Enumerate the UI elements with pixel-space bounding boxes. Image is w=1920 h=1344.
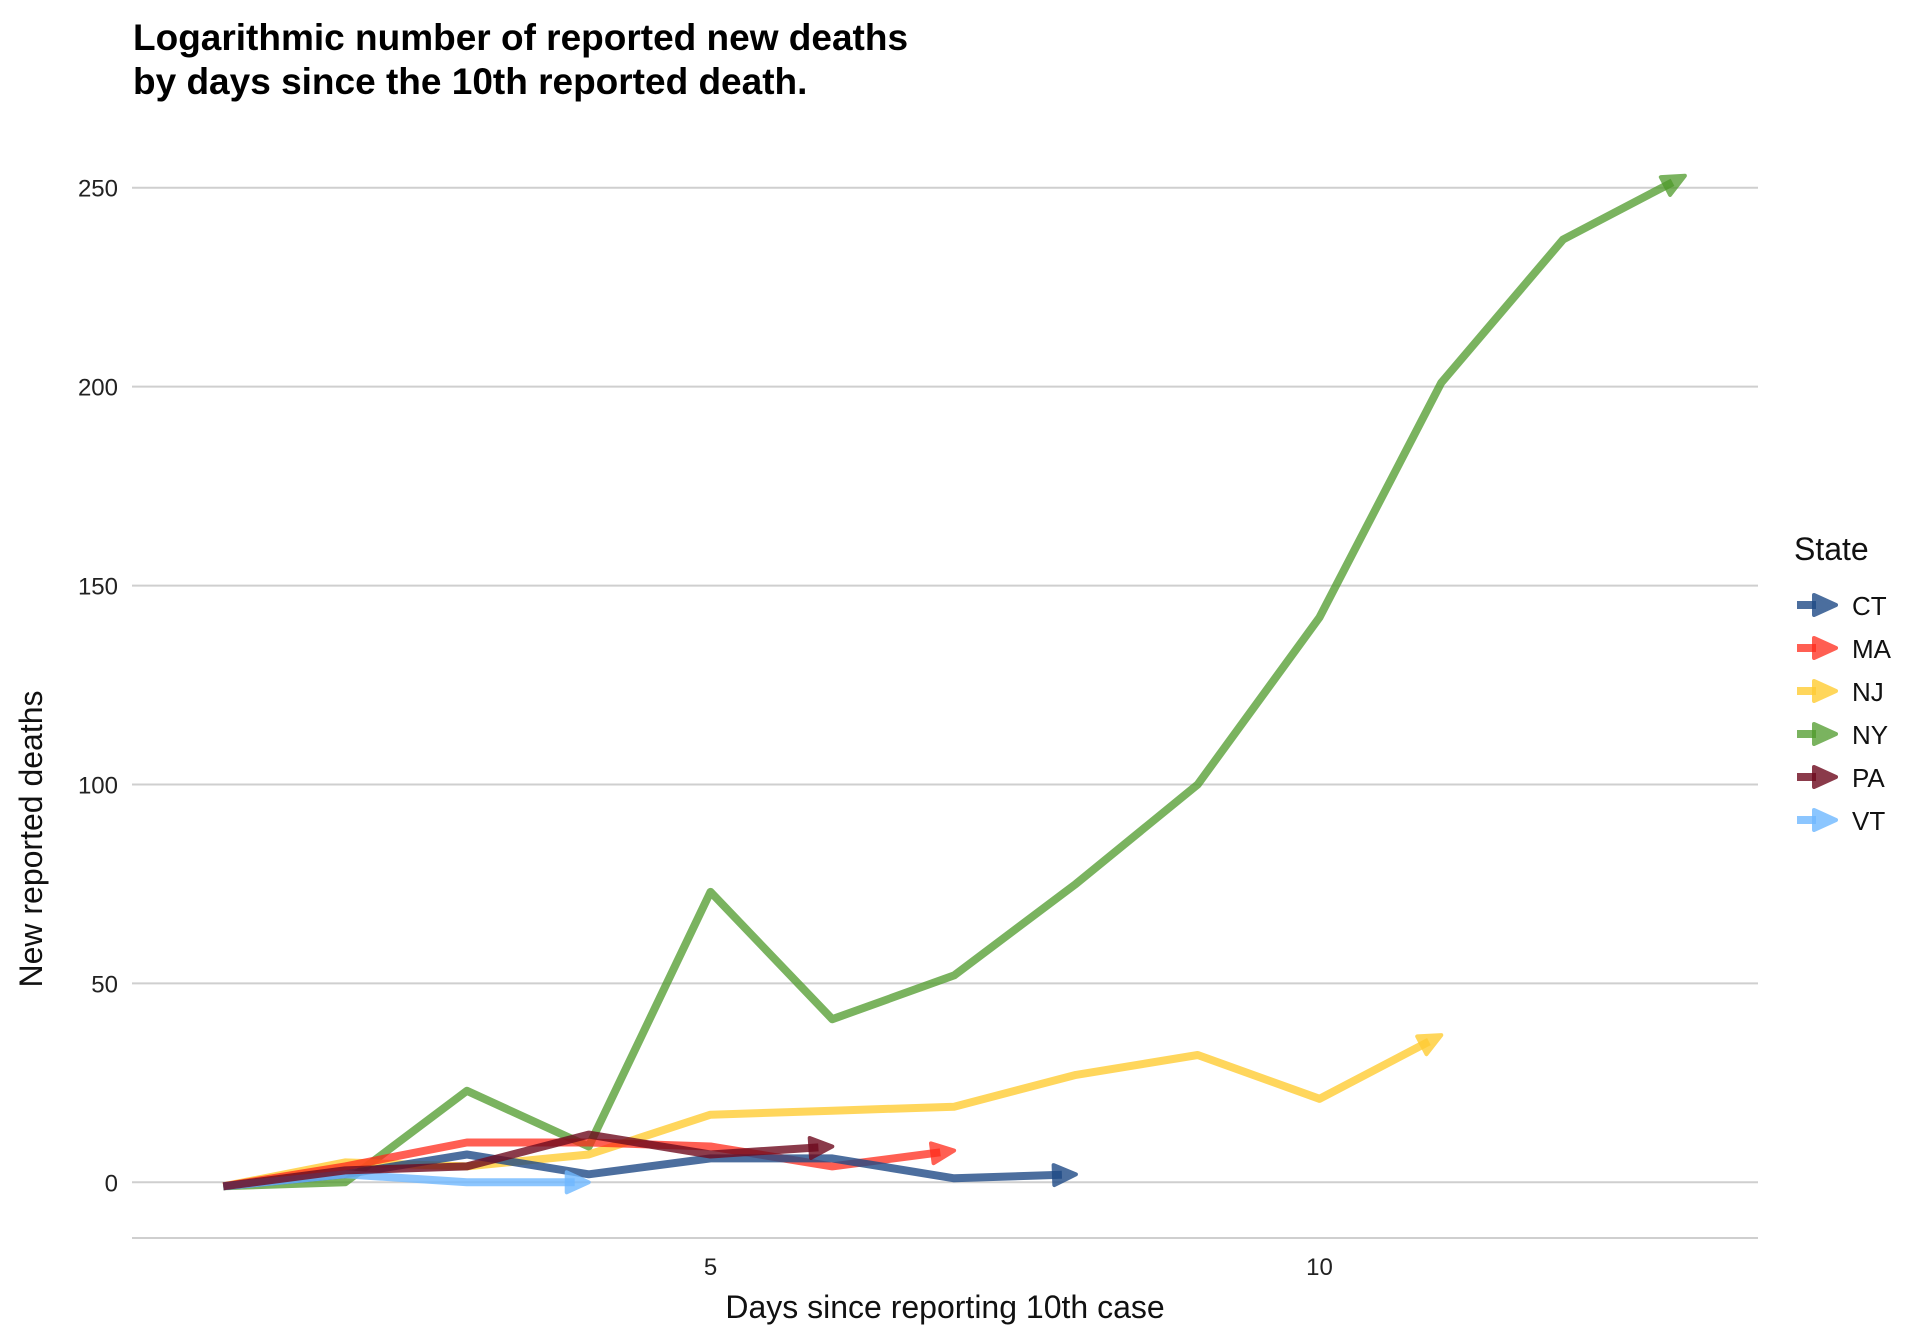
arrowhead-ct (1051, 1163, 1078, 1188)
y-tick-label-150: 150 (78, 574, 118, 601)
arrowhead-nj (1415, 1033, 1444, 1057)
x-tick-label-10: 10 (1306, 1254, 1333, 1281)
y-tick-label-250: 250 (78, 176, 118, 203)
legend-key-arrow-ny (1812, 722, 1838, 746)
series-ny (223, 173, 1687, 1191)
legend-label-ct: CT (1852, 591, 1887, 621)
legend-label-nj: NJ (1852, 677, 1884, 707)
y-tick-label-50: 50 (91, 971, 118, 998)
legend-item-ct: CT (1797, 591, 1887, 621)
legend-item-pa: PA (1797, 763, 1885, 793)
legend-key-arrow-ct (1812, 593, 1838, 617)
line-pa (222, 1130, 819, 1191)
legend-item-ma: MA (1797, 634, 1892, 664)
legend: State CT MA NJ NY PA VT (1794, 531, 1892, 836)
chart-title-line-1: Logarithmic number of reported new death… (133, 17, 908, 58)
y-tick-label-200: 200 (78, 375, 118, 402)
y-tick-labels: 0 50 100 150 200 250 (78, 176, 118, 1198)
line-ny (223, 178, 1675, 1191)
arrowhead-vt (564, 1170, 591, 1195)
x-axis-title: Days since reporting 10th case (725, 1289, 1164, 1325)
legend-item-nj: NJ (1797, 677, 1884, 707)
chart-title: Logarithmic number of reported new death… (133, 17, 908, 102)
arrowhead-ny (1658, 173, 1687, 197)
legend-label-ny: NY (1852, 720, 1888, 750)
y-tick-label-100: 100 (78, 772, 118, 799)
legend-label-pa: PA (1852, 763, 1885, 793)
legend-key-arrow-ma (1812, 636, 1838, 660)
x-tick-labels: 5 10 (704, 1254, 1333, 1281)
legend-key-arrow-pa (1812, 765, 1838, 789)
chart-title-line-2: by days since the 10th reported death. (133, 61, 807, 102)
legend-item-vt: VT (1797, 806, 1885, 836)
legend-item-ny: NY (1797, 720, 1888, 750)
x-tick-label-5: 5 (704, 1254, 717, 1281)
y-axis-title: New reported deaths (13, 690, 49, 987)
y-tick-label-0: 0 (105, 1170, 118, 1197)
arrowhead-pa (807, 1136, 835, 1160)
legend-key-arrow-vt (1812, 808, 1838, 832)
series-pa (222, 1130, 835, 1191)
series-lines (222, 173, 1687, 1195)
arrowhead-ma (929, 1141, 957, 1166)
legend-label-ma: MA (1852, 634, 1892, 664)
legend-key-arrow-nj (1812, 679, 1838, 703)
legend-title: State (1794, 531, 1869, 567)
legend-label-vt: VT (1852, 806, 1885, 836)
gridlines (132, 186, 1758, 1239)
